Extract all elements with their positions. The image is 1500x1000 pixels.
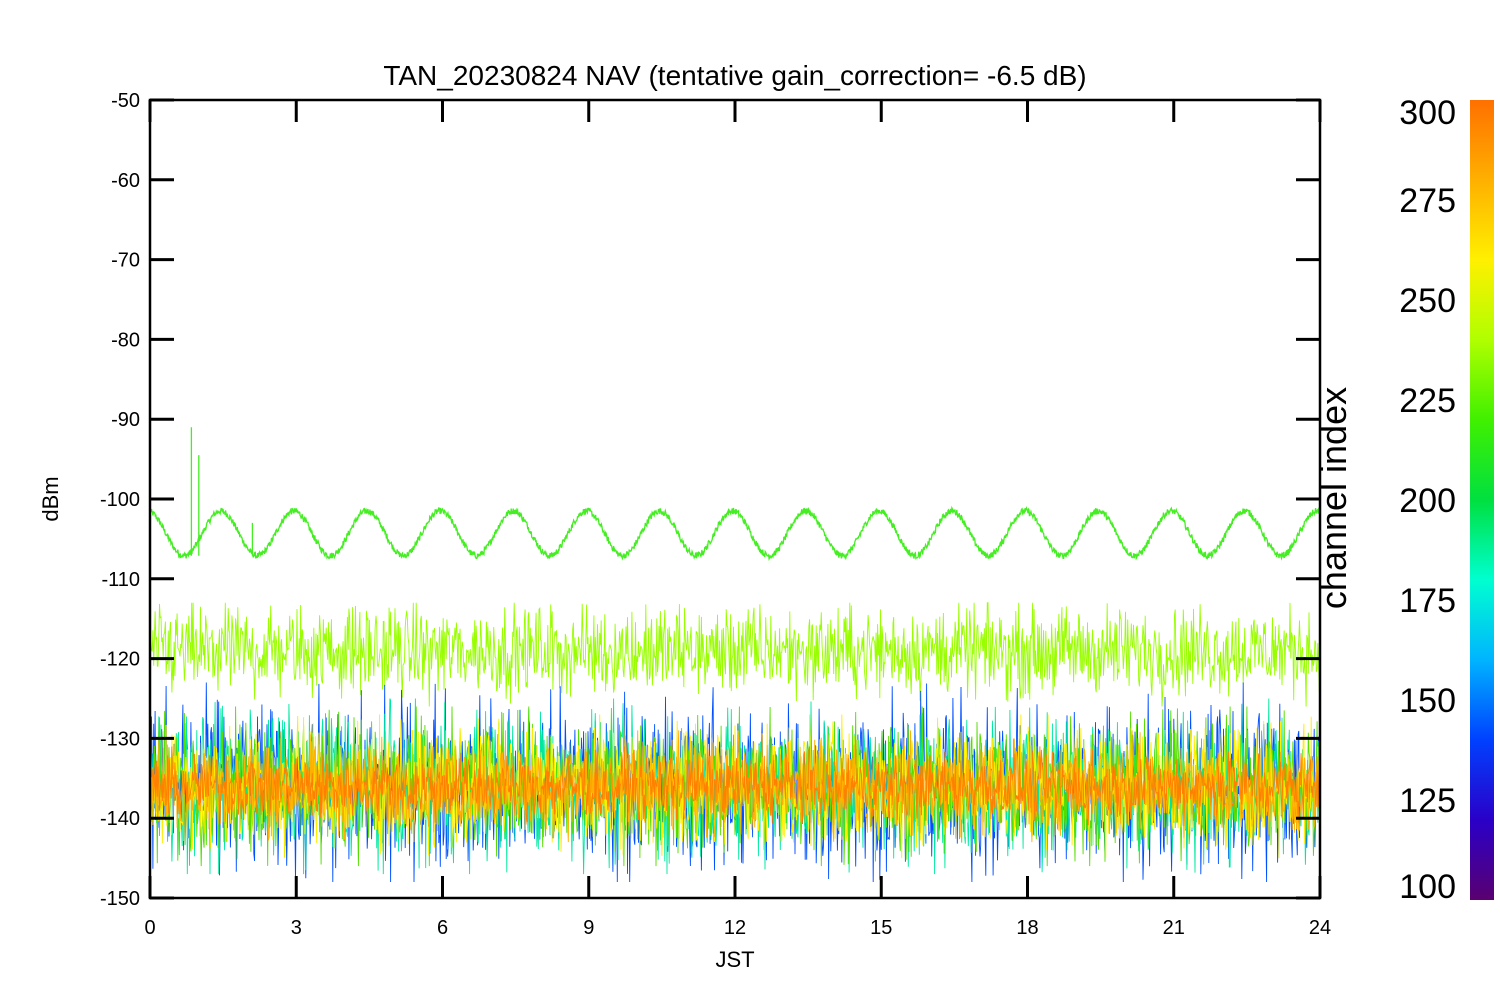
x-axis-title: JST: [715, 947, 754, 972]
y-tick-label: -140: [100, 808, 140, 830]
colorbar-tick-label: 175: [1399, 582, 1456, 620]
y-tick-label: -80: [111, 329, 140, 351]
y-tick-label: -50: [111, 90, 140, 112]
colorbar-tick-label: 275: [1399, 182, 1456, 220]
series-ch-240: [150, 706, 1320, 867]
x-tick-label: 12: [724, 917, 746, 939]
series-ch-250: [150, 427, 1320, 562]
x-tick-label: 15: [870, 917, 892, 939]
chart-title: TAN_20230824 NAV (tentative gain_correct…: [383, 60, 1086, 91]
x-tick-label: 6: [437, 917, 448, 939]
x-tick-label: 9: [583, 917, 594, 939]
x-tick-label: 24: [1309, 917, 1331, 939]
x-tick-label: 21: [1163, 917, 1185, 939]
y-tick-label: -150: [100, 888, 140, 910]
y-tick-label: -70: [111, 250, 140, 272]
series-ch-300: [150, 746, 1320, 827]
colorbar-tick-label: 250: [1399, 282, 1456, 320]
x-tick-label: 3: [291, 917, 302, 939]
series-ch-260: [150, 602, 1320, 707]
y-tick-label: -110: [101, 569, 140, 591]
colorbar-tick-label: 225: [1399, 382, 1456, 420]
y-tick-label: -60: [111, 170, 140, 192]
y-tick-label: -130: [100, 728, 140, 750]
colorbar-tick-label: 125: [1399, 782, 1456, 820]
y-tick-label: -100: [100, 489, 140, 511]
x-tick-label: 0: [144, 917, 155, 939]
x-tick-label: 18: [1016, 917, 1038, 939]
y-tick-label: -90: [111, 409, 140, 431]
y-tick-label: -120: [100, 649, 140, 671]
colorbar-ticks: 300 275 250 225 200 175 150 125 100: [1399, 94, 1456, 906]
y-axis-title: dBm: [38, 476, 63, 521]
series-layer: [150, 427, 1320, 883]
colorbar-tick-label: 150: [1399, 682, 1456, 720]
colorbar: [1470, 100, 1494, 900]
ticks-layer: 0 3 6 9 12 15 18 21 24 -50 -60 -70 -80 -90 -100 -110 -12…: [100, 90, 1331, 939]
colorbar-tick-label: 200: [1399, 482, 1456, 520]
colorbar-tick-label: 100: [1399, 868, 1456, 906]
colorbar-tick-label: 300: [1399, 94, 1456, 132]
colorbar-title: channel index: [1313, 387, 1354, 609]
